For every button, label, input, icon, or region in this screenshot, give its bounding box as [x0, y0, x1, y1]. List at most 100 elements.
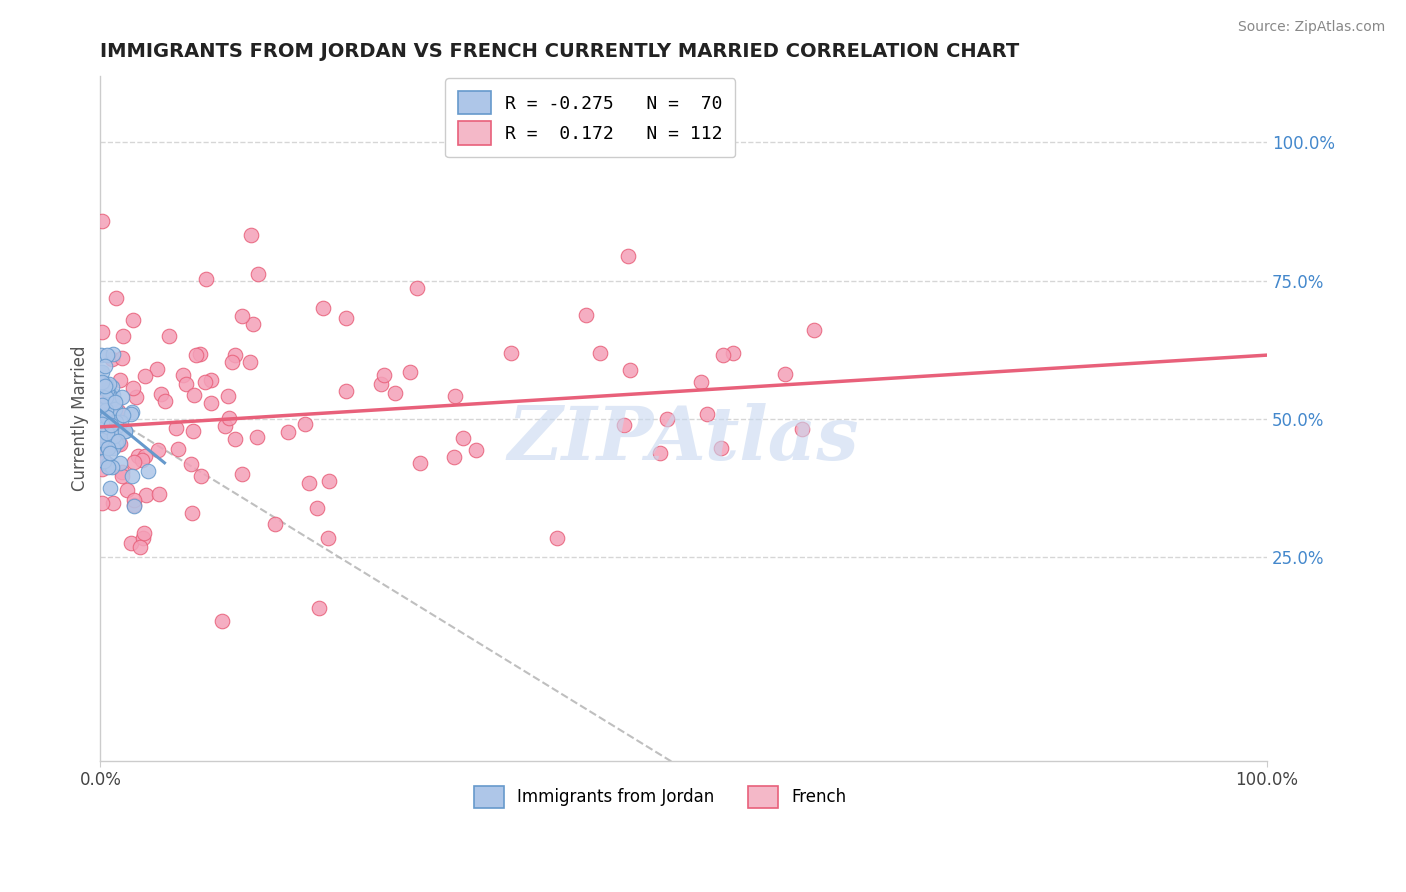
- Point: [200, 373, 222, 387]
- Point: [90, 462, 112, 476]
- Point: [713, 348, 735, 362]
- Point: [409, 456, 432, 470]
- Point: [93, 390, 115, 404]
- Point: [122, 498, 145, 512]
- Point: [98, 431, 121, 445]
- Point: [94, 378, 117, 392]
- Point: [773, 367, 796, 381]
- Point: [89, 377, 111, 392]
- Point: [264, 516, 287, 531]
- Point: [148, 487, 170, 501]
- Point: [98, 411, 121, 425]
- Point: [110, 415, 132, 429]
- Point: [100, 352, 122, 367]
- Point: [90, 326, 112, 340]
- Point: [101, 441, 124, 455]
- Point: [101, 347, 124, 361]
- Point: [125, 390, 148, 404]
- Point: [575, 308, 598, 322]
- Point: [91, 440, 114, 454]
- Point: [91, 422, 114, 436]
- Point: [94, 403, 117, 417]
- Point: [97, 441, 120, 455]
- Point: [104, 291, 127, 305]
- Point: [104, 415, 127, 429]
- Point: [100, 417, 122, 432]
- Point: [97, 459, 120, 474]
- Point: [200, 396, 222, 410]
- Point: [111, 466, 134, 480]
- Point: [149, 386, 172, 401]
- Point: [91, 401, 114, 416]
- Point: [96, 390, 118, 404]
- Point: [90, 378, 112, 392]
- Point: [239, 355, 262, 369]
- Point: [224, 432, 246, 446]
- Point: [114, 424, 136, 438]
- Legend: Immigrants from Jordan, French: Immigrants from Jordan, French: [467, 780, 853, 814]
- Point: [90, 434, 112, 448]
- Point: [91, 425, 114, 439]
- Point: [98, 377, 121, 392]
- Point: [90, 214, 112, 228]
- Point: [246, 430, 269, 444]
- Point: [239, 227, 262, 242]
- Point: [721, 345, 744, 359]
- Point: [96, 348, 118, 362]
- Point: [134, 368, 156, 383]
- Point: [107, 404, 129, 418]
- Point: [110, 373, 132, 387]
- Point: [183, 388, 205, 402]
- Point: [218, 411, 240, 425]
- Point: [231, 310, 253, 324]
- Point: [91, 365, 114, 379]
- Point: [94, 359, 117, 373]
- Point: [148, 442, 170, 457]
- Point: [464, 442, 486, 457]
- Point: [91, 417, 114, 432]
- Point: [589, 346, 612, 360]
- Point: [94, 438, 117, 452]
- Point: [132, 526, 155, 541]
- Point: [172, 368, 194, 383]
- Point: [167, 442, 190, 457]
- Point: [90, 376, 112, 390]
- Text: IMMIGRANTS FROM JORDAN VS FRENCH CURRENTLY MARRIED CORRELATION CHART: IMMIGRANTS FROM JORDAN VS FRENCH CURRENT…: [100, 42, 1019, 61]
- Point: [90, 398, 112, 412]
- Point: [298, 475, 321, 490]
- Point: [96, 426, 118, 441]
- Text: Source: ZipAtlas.com: Source: ZipAtlas.com: [1237, 20, 1385, 34]
- Point: [181, 424, 204, 438]
- Point: [613, 418, 636, 433]
- Point: [90, 496, 112, 510]
- Point: [803, 323, 825, 337]
- Point: [112, 329, 135, 343]
- Point: [100, 405, 122, 419]
- Point: [546, 531, 568, 545]
- Point: [221, 355, 243, 369]
- Point: [370, 377, 392, 392]
- Point: [90, 375, 112, 389]
- Point: [91, 433, 114, 447]
- Text: ZIPAtlas: ZIPAtlas: [508, 403, 859, 475]
- Point: [90, 380, 112, 394]
- Point: [107, 434, 129, 448]
- Point: [107, 437, 129, 451]
- Point: [96, 439, 118, 453]
- Point: [242, 317, 264, 331]
- Point: [174, 376, 197, 391]
- Point: [134, 450, 156, 464]
- Point: [312, 301, 335, 315]
- Point: [101, 392, 124, 406]
- Point: [335, 384, 357, 398]
- Point: [224, 348, 246, 362]
- Point: [91, 428, 114, 442]
- Point: [103, 429, 125, 443]
- Point: [94, 426, 117, 441]
- Point: [122, 455, 145, 469]
- Point: [443, 450, 465, 464]
- Point: [444, 389, 467, 403]
- Point: [318, 475, 340, 489]
- Point: [121, 405, 143, 419]
- Point: [136, 464, 159, 478]
